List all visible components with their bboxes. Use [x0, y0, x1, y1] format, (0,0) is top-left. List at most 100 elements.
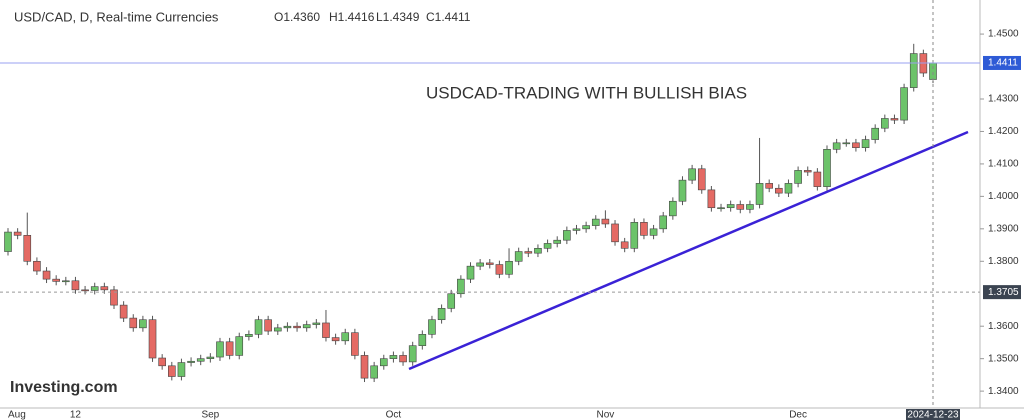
x-tick-label: Aug [8, 410, 26, 420]
y-tick-label: 1.4500 [988, 29, 1019, 40]
candle-body [909, 53, 918, 88]
candle-body [235, 336, 244, 356]
candle-body [678, 179, 687, 202]
candle-body [81, 289, 89, 292]
candle-body [871, 127, 879, 140]
ohlc-open: O1.4360 [274, 10, 320, 24]
candle-body [688, 168, 696, 181]
candle-body [42, 270, 51, 280]
candle-body [302, 324, 311, 329]
candle-body [485, 262, 494, 265]
candle-body [794, 170, 802, 184]
candle-body [890, 118, 899, 121]
candle-body [726, 204, 735, 209]
candle-body [139, 319, 147, 329]
x-tick-label: Sep [201, 410, 219, 420]
candle-body [293, 325, 301, 329]
last-price-label: 1.4411 [988, 58, 1018, 69]
y-tick-label: 1.3800 [988, 256, 1019, 267]
candle-body [4, 231, 12, 252]
candle-body [553, 239, 562, 244]
candle-body [90, 286, 99, 291]
candle-body [379, 358, 388, 367]
x-tick-label: 2024-12-23 [907, 410, 959, 420]
candle-body [119, 304, 128, 319]
candle-body [852, 142, 860, 148]
candle-body [71, 280, 80, 291]
y-tick-label: 1.4200 [988, 126, 1019, 137]
candle-body [495, 264, 504, 275]
candle-body [929, 62, 937, 80]
candle-body [784, 183, 793, 194]
chart-title: USD/CAD, D, Real-time Currencies [14, 9, 219, 24]
candle-body [158, 357, 166, 367]
candle-body [177, 362, 186, 377]
candle-body [100, 286, 109, 291]
candle-body [264, 319, 272, 332]
candle-body [360, 355, 369, 379]
candle-body [196, 358, 205, 362]
candle-body [881, 118, 889, 129]
y-tick-label: 1.3500 [988, 353, 1019, 364]
candle-body [630, 222, 639, 249]
candle-body [389, 355, 398, 359]
candle-body [148, 319, 157, 359]
candle-body [717, 207, 725, 210]
x-tick-label: Oct [386, 410, 402, 420]
candle-body [23, 235, 32, 262]
candle-body [823, 149, 831, 187]
candle-body [659, 215, 668, 230]
candle-body [669, 200, 677, 217]
candle-body [524, 251, 533, 254]
candle-body [649, 228, 658, 236]
ohlc-low: L1.4349 [376, 10, 420, 24]
candle-body [765, 183, 773, 189]
candle-body [312, 322, 321, 325]
y-tick-label: 1.4100 [988, 159, 1019, 170]
candle-body [408, 345, 417, 363]
candle-body [428, 319, 436, 335]
x-tick-label: Nov [596, 410, 614, 420]
candle-body [803, 170, 812, 173]
candle-body [466, 265, 475, 280]
candle-body [514, 251, 523, 262]
ohlc-close: C1.4411 [426, 10, 471, 24]
y-tick-label: 1.3900 [988, 223, 1019, 234]
candle-body [168, 365, 176, 377]
candle-body [755, 183, 764, 205]
y-tick-label: 1.4000 [988, 191, 1019, 202]
candle-body [418, 334, 427, 346]
candle-body [861, 139, 870, 148]
candle-body [341, 332, 350, 342]
candle-body [842, 142, 851, 145]
candle-body [697, 168, 706, 191]
x-tick-label: 12 [70, 410, 82, 420]
candle-body [245, 334, 253, 337]
candle-body [457, 278, 465, 295]
candle-body [534, 248, 542, 254]
y-tick-label: 1.4300 [988, 94, 1019, 105]
candle-body [476, 262, 484, 267]
candle-body [13, 231, 22, 236]
candle-body [33, 260, 41, 272]
candle-body [900, 87, 908, 121]
candle-body [254, 319, 263, 335]
ohlc-high: H1.4416 [329, 10, 375, 24]
candle-body [322, 322, 330, 338]
candle-body [640, 222, 648, 236]
candle-body [206, 356, 215, 359]
candle-body [832, 142, 841, 150]
candle-body [331, 337, 340, 342]
candle-body [601, 218, 610, 225]
annotation: USDCAD-TRADING WITH BULLISH BIAS [426, 83, 747, 102]
candle-body [563, 230, 571, 241]
candle-body [62, 280, 70, 283]
candle-body [775, 187, 783, 194]
watermark: Investing.com [10, 379, 118, 396]
y-tick-label: 1.3600 [988, 321, 1019, 332]
candle-body [572, 228, 581, 231]
y-tick-label: 1.3400 [988, 386, 1019, 397]
candle-body [447, 293, 456, 309]
